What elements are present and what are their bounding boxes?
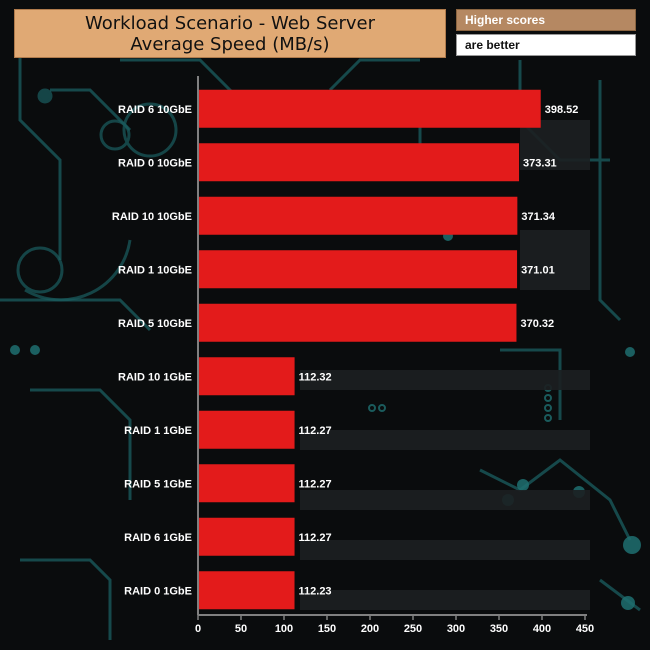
higher-scores-note: Higher scores bbox=[456, 9, 636, 31]
bar bbox=[198, 357, 295, 396]
chart-title-line-1: Workload Scenario - Web Server bbox=[85, 13, 375, 34]
bar bbox=[198, 196, 518, 235]
value-label: 112.27 bbox=[299, 478, 332, 490]
x-tick-label: 450 bbox=[576, 623, 594, 635]
category-label: RAID 10 1GbE bbox=[118, 371, 192, 383]
value-label: 370.32 bbox=[520, 318, 554, 330]
category-label: RAID 1 1GbE bbox=[124, 425, 192, 437]
x-tick-label: 300 bbox=[447, 623, 465, 635]
category-label: RAID 1 10GbE bbox=[118, 264, 192, 276]
value-label: 112.23 bbox=[299, 585, 332, 597]
x-tick-label: 250 bbox=[404, 623, 422, 635]
x-tick-label: 200 bbox=[361, 623, 379, 635]
x-tick-label: 100 bbox=[275, 623, 293, 635]
category-label: RAID 6 1GbE bbox=[124, 532, 192, 544]
value-label: 371.34 bbox=[521, 211, 556, 223]
bar bbox=[198, 410, 295, 449]
bar bbox=[198, 571, 295, 610]
category-label: RAID 0 10GbE bbox=[118, 157, 192, 169]
x-tick-label: 0 bbox=[195, 623, 201, 635]
bar bbox=[198, 89, 541, 128]
value-label: 371.01 bbox=[521, 264, 555, 276]
chart-title-line-2: Average Speed (MB/s) bbox=[130, 34, 330, 55]
bar bbox=[198, 303, 517, 342]
value-label: 112.32 bbox=[299, 371, 332, 383]
chart-title-box: Workload Scenario - Web Server Average S… bbox=[14, 9, 446, 58]
category-label: RAID 0 1GbE bbox=[124, 585, 192, 597]
value-label: 373.31 bbox=[523, 157, 557, 169]
x-tick-label: 350 bbox=[490, 623, 508, 635]
bar bbox=[198, 143, 520, 182]
value-label: 112.27 bbox=[299, 425, 332, 437]
value-label: 112.27 bbox=[299, 532, 332, 544]
category-label: RAID 5 10GbE bbox=[118, 318, 192, 330]
value-label: 398.52 bbox=[545, 104, 579, 116]
x-tick-label: 150 bbox=[318, 623, 336, 635]
category-label: RAID 10 10GbE bbox=[112, 211, 192, 223]
are-better-note: are better bbox=[456, 34, 636, 56]
category-label: RAID 6 10GbE bbox=[118, 104, 192, 116]
x-tick-label: 50 bbox=[235, 623, 247, 635]
bar bbox=[198, 517, 295, 556]
x-tick-label: 400 bbox=[533, 623, 551, 635]
bar bbox=[198, 464, 295, 503]
category-label: RAID 5 1GbE bbox=[124, 478, 192, 490]
bar bbox=[198, 250, 518, 289]
